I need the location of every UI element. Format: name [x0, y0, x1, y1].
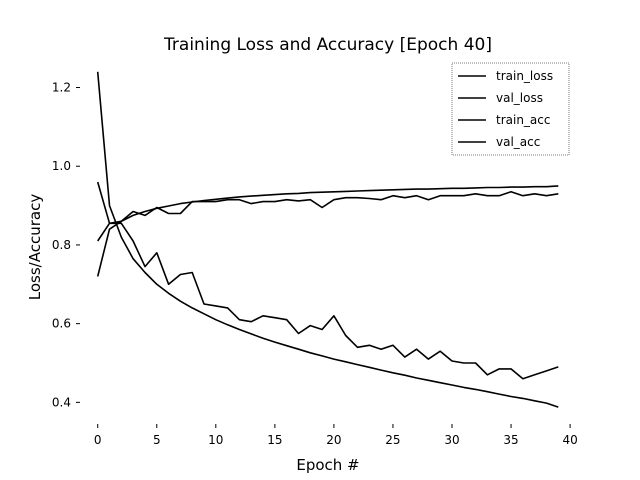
- chart-title: Training Loss and Accuracy [Epoch 40]: [163, 35, 492, 55]
- x-tick-label: 35: [503, 433, 518, 447]
- y-tick-label: 0.4: [52, 395, 71, 409]
- x-tick-label: 20: [326, 433, 341, 447]
- y-tick-label: 0.6: [52, 317, 71, 331]
- x-tick-label: 25: [385, 433, 400, 447]
- legend-box: [451, 62, 570, 156]
- y-axis-label: Loss/Accuracy: [26, 194, 44, 301]
- y-tick-label: 1.2: [52, 81, 71, 95]
- series-lines: [96, 71, 559, 408]
- y-tick-label: 0.8: [52, 238, 71, 252]
- series-line-train-loss: [96, 71, 559, 408]
- x-tick-label: 0: [94, 433, 102, 447]
- legend-label: train_loss: [496, 69, 553, 83]
- series-line-train-acc: [96, 185, 559, 277]
- x-axis-label: Epoch #: [296, 456, 359, 474]
- x-tick-label: 30: [444, 433, 459, 447]
- legend: train_loss val_loss train_acc val_acc: [451, 62, 570, 156]
- legend-label: val_loss: [496, 91, 543, 105]
- axis-ticks: 0 5 10 15 20 25 30 35 40 0.4 0.6 0.8 1.0 1.2: [52, 81, 578, 447]
- series-line-val-loss: [96, 181, 559, 380]
- legend-label: train_acc: [496, 113, 550, 127]
- x-tick-label: 40: [562, 433, 577, 447]
- legend-label: val_acc: [496, 135, 540, 149]
- x-tick-label: 5: [153, 433, 161, 447]
- x-tick-label: 15: [267, 433, 282, 447]
- x-tick-label: 10: [208, 433, 223, 447]
- y-tick-label: 1.0: [52, 159, 71, 173]
- series-line-val-acc: [97, 191, 559, 242]
